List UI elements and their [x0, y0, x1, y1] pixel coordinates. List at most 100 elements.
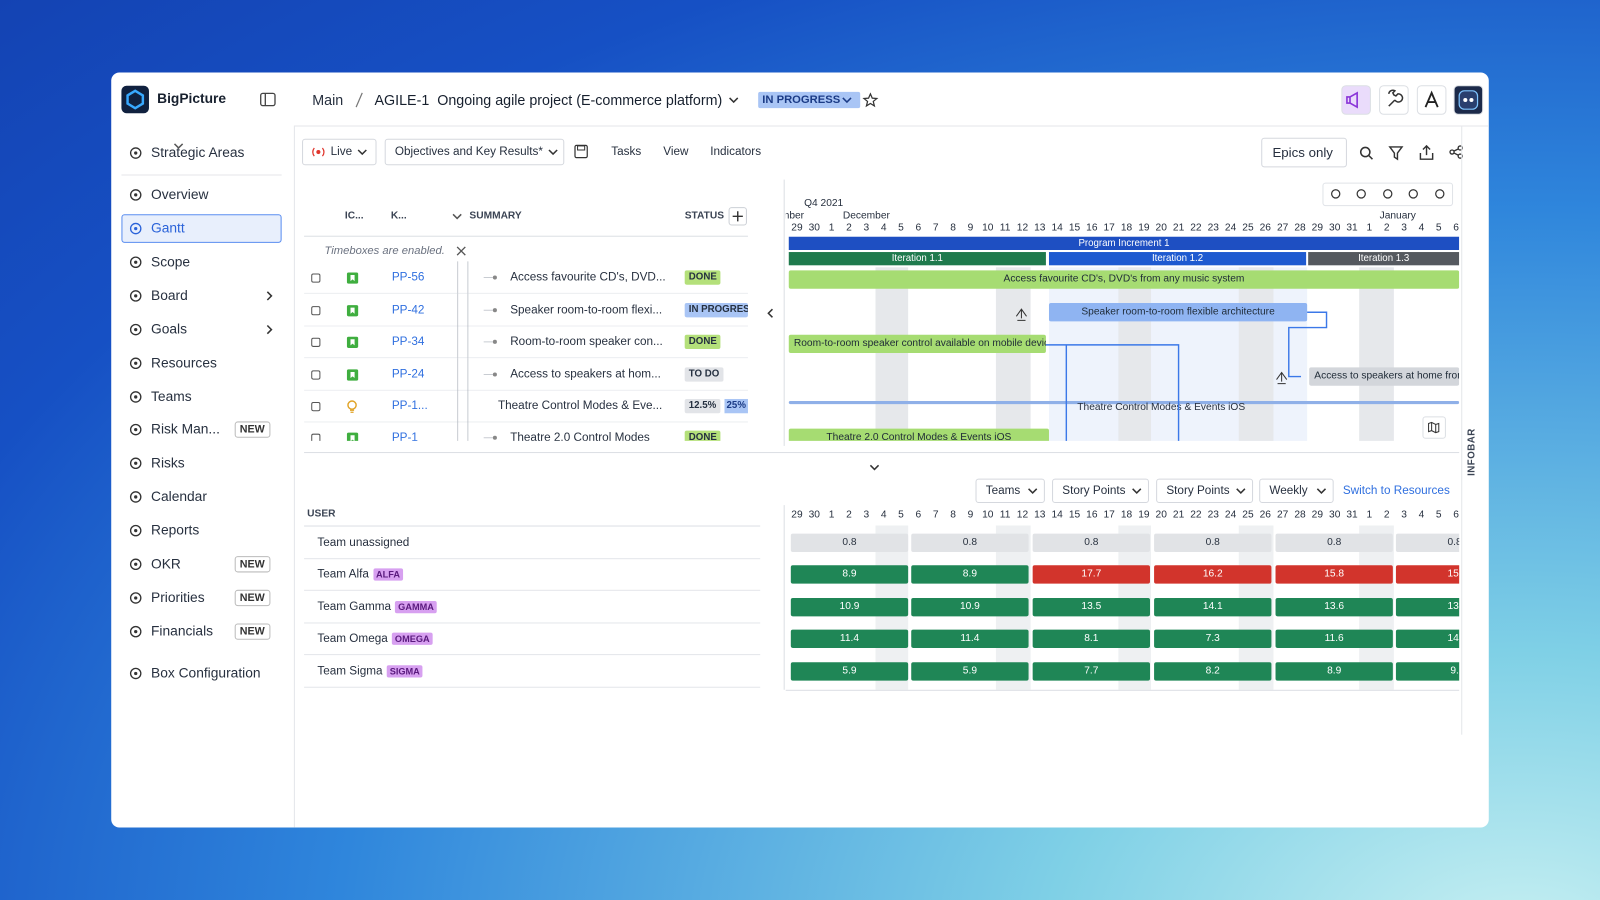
weekend-stripe — [1359, 267, 1394, 441]
day-label: 2 — [846, 509, 852, 521]
dropdown-chevron-part — [1316, 488, 1327, 494]
toolbar-tab: Tasks — [611, 145, 642, 159]
timebox-label: Iteration 1.3 — [1358, 253, 1410, 265]
task-key: PP-24 — [391, 368, 425, 381]
gantt-tools — [1322, 182, 1454, 207]
tree-dot-part — [492, 339, 497, 344]
sidebar-icon-part — [134, 361, 138, 365]
sidebar-active — [121, 214, 282, 243]
task-key: PP-34 — [391, 335, 425, 348]
task-summary: Theatre Control Modes & Eve... — [497, 399, 663, 413]
story-icon — [346, 369, 359, 381]
settings-part — [1388, 89, 1404, 107]
dropdown-chevron — [1028, 488, 1038, 494]
dropdown-label: Weekly — [1269, 484, 1308, 497]
task-status: DONE — [684, 334, 721, 349]
save-part — [574, 144, 588, 159]
task-status: DONE — [684, 430, 721, 441]
capacity-cell: 0.8 — [1275, 533, 1393, 553]
story-icon-part — [350, 274, 355, 282]
gantt-tool-part — [1383, 189, 1393, 199]
day-label: 3 — [1401, 509, 1407, 521]
story-icon — [346, 272, 359, 284]
sidebar-icon — [129, 323, 142, 336]
bar-label: Theatre 2.0 Control Modes & Events iOS — [826, 431, 1012, 441]
task-key: PP-1 — [391, 431, 418, 441]
day-label: 26 — [1259, 509, 1271, 521]
capacity-value: 9. — [1450, 665, 1459, 677]
sidebar-icon-part — [129, 290, 142, 302]
tree-dot-part — [492, 372, 497, 377]
sidebar-item: Scope — [151, 254, 191, 270]
day-label: 2 — [846, 222, 852, 234]
favorite — [862, 92, 879, 108]
toolbar-tab: View — [663, 145, 689, 159]
day-label: 11 — [999, 222, 1011, 234]
row-checkbox-part — [311, 337, 321, 347]
capacity-value: 10.9 — [839, 601, 860, 613]
task-status: DONE — [684, 270, 721, 285]
task-summary: Access favourite CD's, DVD... — [510, 271, 666, 284]
day-label: 4 — [1418, 222, 1425, 234]
collapse-bottom — [869, 464, 880, 471]
live-chevron — [357, 149, 367, 156]
day-label: 23 — [1207, 222, 1219, 234]
task-key: PP-42 — [391, 304, 425, 317]
collapse-bottom-part — [869, 464, 880, 471]
gantt-tool-part — [1331, 189, 1341, 199]
sidebar-toggle-part — [260, 92, 276, 107]
month-label: December — [842, 210, 890, 222]
day-label: 22 — [1190, 222, 1202, 234]
gantt-tool-part — [1356, 189, 1366, 199]
row-checkbox-part — [311, 433, 321, 441]
task-status: IN PROGRESS — [684, 303, 748, 318]
tree-line — [467, 261, 469, 294]
team-tag: ALFA — [372, 568, 404, 581]
capacity-value: 14.1 — [1202, 601, 1223, 613]
capacity-value: 16.2 — [1202, 568, 1223, 580]
capacity-cell: 5.9 — [911, 662, 1029, 681]
sidebar-icon — [129, 391, 142, 403]
tree-line — [457, 261, 459, 294]
team-name: Team Alfa — [317, 568, 369, 581]
breadcrumb-separator — [355, 92, 363, 108]
sidebar-icon — [129, 189, 142, 201]
add-column-plus — [732, 211, 743, 222]
app-window — [111, 72, 1489, 828]
row-checkbox — [311, 433, 321, 441]
sidebar-icon — [129, 592, 142, 604]
column-header: K... — [390, 210, 407, 222]
day-label: 18 — [1120, 509, 1133, 521]
gantt-tool — [1435, 189, 1445, 199]
capacity-dropdown — [1052, 478, 1149, 504]
day-label: 31 — [1346, 509, 1358, 521]
day-label: 10 — [982, 509, 994, 521]
column-header: SUMMARY — [469, 210, 522, 222]
day-label: 14 — [1051, 509, 1063, 521]
sidebar-separator — [121, 174, 282, 176]
capacity-cell: 8.9 — [790, 565, 909, 584]
tree-line — [457, 325, 459, 359]
capacity-value: 17.7 — [1081, 568, 1102, 580]
sidebar-icon-part — [129, 524, 142, 537]
dropdown-label: Story Points — [1062, 484, 1126, 497]
day-label: 5 — [1435, 509, 1442, 521]
day-label: 8 — [950, 509, 956, 521]
month-label: November — [786, 210, 805, 222]
day-label: 20 — [1155, 222, 1167, 234]
team-row-border — [304, 589, 761, 591]
sidebar-icon-part — [134, 427, 138, 432]
tree-line — [457, 358, 459, 391]
view-chevron — [548, 149, 558, 156]
day-label: 21 — [1172, 509, 1185, 521]
day-label: 1 — [828, 222, 835, 234]
live-icon-part — [316, 149, 321, 155]
day-label: 1 — [1366, 509, 1373, 521]
live-icon — [312, 147, 325, 157]
map-icon — [1428, 421, 1440, 434]
day-label: 28 — [1294, 509, 1306, 521]
day-label: 2 — [1383, 509, 1390, 521]
team-name: Team Omega — [317, 632, 388, 645]
live-chevron-part — [357, 149, 367, 156]
